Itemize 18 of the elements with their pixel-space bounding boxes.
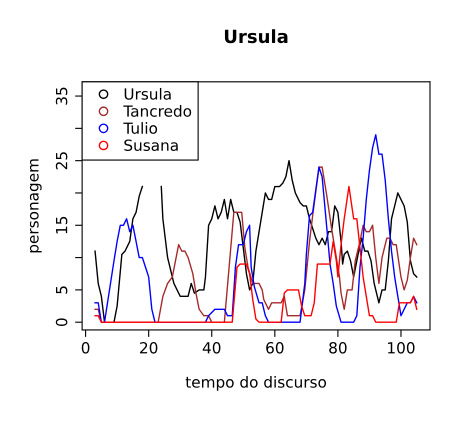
x-axis-title: tempo do discurso xyxy=(186,376,326,391)
x-tick-label: 80 xyxy=(329,342,347,354)
legend-label: Ursula xyxy=(124,88,171,100)
legend-label: Susana xyxy=(124,139,178,152)
x-tick-label: 0 xyxy=(82,342,90,354)
y-tick-label: 15 xyxy=(56,216,68,234)
y-axis-title: personagem xyxy=(30,159,42,252)
x-tick-label: 100 xyxy=(388,342,415,354)
chart-title: Ursula xyxy=(224,29,288,44)
x-tick-label: 60 xyxy=(266,342,284,354)
legend-label: Tancredo xyxy=(123,105,192,117)
y-tick-label: 25 xyxy=(56,152,68,170)
y-tick-label: 5 xyxy=(56,286,68,294)
y-tick-label: 0 xyxy=(56,318,68,326)
x-tick-label: 20 xyxy=(140,342,158,354)
legend-label: Tulio xyxy=(123,122,158,134)
y-tick-label: 35 xyxy=(56,88,68,105)
x-tick-label: 40 xyxy=(202,342,220,354)
